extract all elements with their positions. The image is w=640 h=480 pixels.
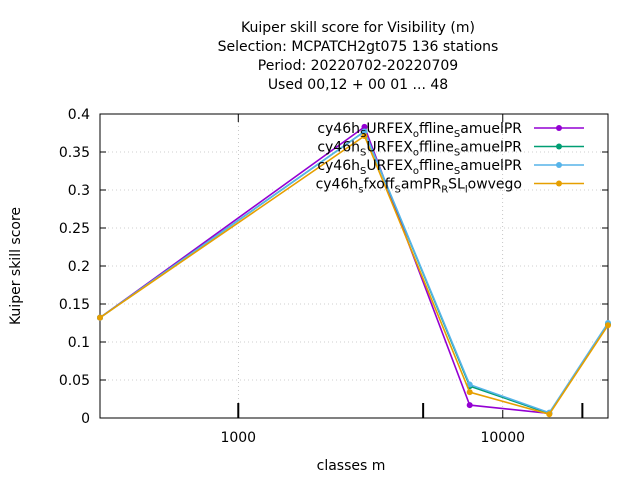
legend-point-sample (556, 162, 562, 168)
legend-entry-label: cy46hsfxoffSamPRRSLlowvego (316, 177, 522, 196)
data-point (361, 128, 368, 135)
data-point (361, 123, 368, 130)
data-point (361, 133, 368, 140)
legend-entry-label: cy46hSURFEXofflineSamuelPR (317, 121, 522, 140)
data-point (466, 402, 473, 409)
y-tick-label: 0 (81, 411, 90, 427)
chart-title-line: Selection: MCPATCH2gt075 136 stations (218, 39, 499, 55)
y-tick-label: 0.3 (68, 183, 90, 199)
data-point (546, 411, 553, 418)
y-tick-label: 0.05 (59, 373, 90, 389)
chart-title-line: Period: 20220702-20220709 (258, 58, 458, 74)
data-point (605, 322, 611, 329)
chart-title-line: Kuiper skill score for Visibility (m) (241, 20, 475, 36)
legend-entry-label: cy46hSURFEXofflineSamuelPR (317, 158, 522, 177)
legend-point-sample (556, 180, 562, 187)
y-tick-label: 0.25 (59, 221, 90, 237)
legend: cy46hSURFEXofflineSamuelPRcy46hSURFEXoff… (316, 121, 584, 196)
data-point (97, 314, 103, 321)
y-tick-label: 0.15 (59, 297, 90, 313)
x-tick-label: 10000 (480, 430, 525, 446)
legend-entry-label: cy46hSURFEXofflineSamuelPR (317, 140, 522, 159)
legend-point-sample (556, 143, 562, 150)
legend-point-sample (556, 125, 562, 131)
series-4 (97, 133, 611, 418)
axis-ticks: 0 0.05 0.1 0.15 0.2 0.25 0.3 0.35 0.4 1000 10000 (59, 107, 608, 446)
y-tick-label: 0.2 (68, 259, 90, 275)
chart-title: Kuiper skill score for Visibility (m) Sel… (218, 20, 499, 93)
chart-title-line: Used 00,12 + 00 01 ... 48 (268, 77, 448, 93)
y-tick-label: 0.4 (68, 107, 90, 123)
x-axis-label: classes m (317, 458, 386, 474)
grid-lines (100, 114, 608, 418)
y-tick-label: 0.35 (59, 145, 90, 161)
y-axis-label: Kuiper skill score (8, 207, 24, 325)
data-point (466, 389, 473, 396)
data-point (466, 381, 473, 388)
data-series (97, 123, 611, 418)
x-tick-label: 1000 (220, 430, 256, 446)
y-tick-label: 0.1 (68, 335, 90, 351)
